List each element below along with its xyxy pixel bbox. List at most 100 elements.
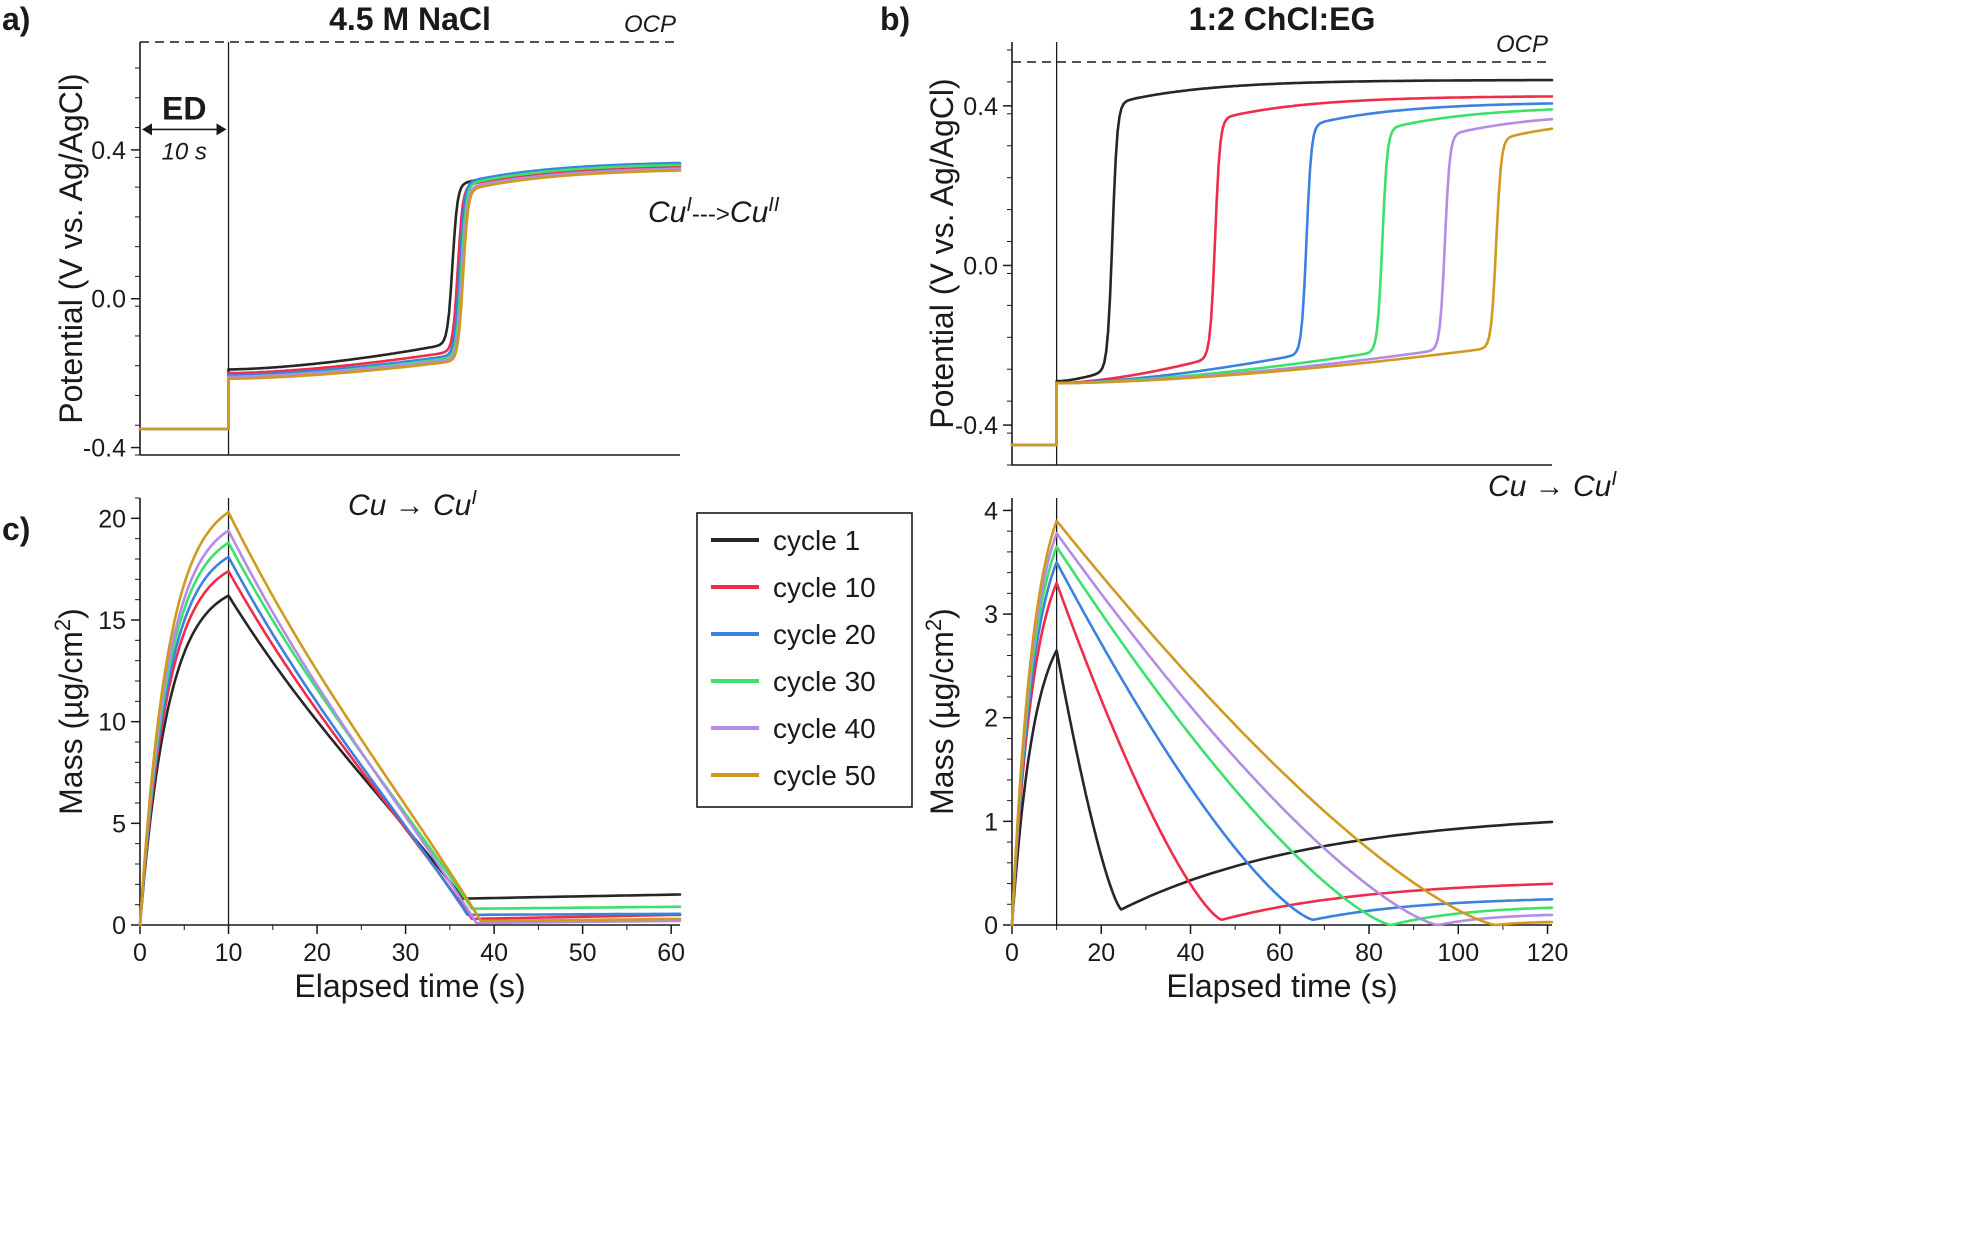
legend-item: cycle 30 [711, 666, 876, 697]
y-tick-label: 2 [984, 705, 998, 733]
y-axis-title: Mass (µg/cm2) [921, 608, 961, 815]
series-line-cycle-40 [1010, 117, 1554, 447]
x-tick-label: 0 [133, 939, 147, 967]
x-tick-label: 20 [1087, 939, 1115, 967]
ed-label: ED [162, 90, 206, 126]
y-axis-title: Mass (µg/cm2) [50, 608, 90, 815]
x-tick-label: 40 [480, 939, 508, 967]
series-line-cycle-1 [138, 163, 682, 431]
oxidation-annotation-b-sup: II [768, 194, 780, 216]
y-axis-title-text: Mass (µg/cm [53, 631, 89, 815]
series-line-cycle-1 [138, 594, 682, 927]
series-line-cycle-50 [1010, 127, 1554, 447]
series-line-cycle-10 [1010, 581, 1554, 927]
legend-label: cycle 1 [773, 525, 860, 556]
series-line-cycle-50 [1010, 519, 1554, 927]
x-tick-label: 30 [392, 939, 420, 967]
oxidation-annotation-a: Cu [648, 196, 687, 229]
legend-label: cycle 50 [773, 760, 876, 791]
series-line-cycle-1 [1010, 78, 1554, 447]
series-line-cycle-20 [1010, 561, 1554, 927]
legend-item: cycle 20 [711, 619, 876, 650]
ocp-label: OCP [1496, 31, 1548, 58]
series-line-cycle-20 [138, 555, 682, 927]
plateau-annotation-sup: I [471, 487, 477, 509]
series-line-cycle-50 [138, 510, 682, 927]
ed-arrow-head-right [216, 123, 227, 136]
series-line-cycle-30 [1010, 545, 1554, 927]
series-line-cycle-40 [138, 167, 682, 431]
y-tick-label: 0.4 [963, 93, 998, 121]
panel-label: c) [2, 511, 30, 547]
panel-label: b) [880, 1, 910, 37]
ocp-label: OCP [624, 11, 676, 38]
y-tick-label: 0.0 [963, 252, 998, 280]
y-tick-label: 3 [984, 601, 998, 629]
legend-label: cycle 30 [773, 666, 876, 697]
oxidation-annotation: CuI--->CuII [648, 194, 780, 229]
legend-label: cycle 40 [773, 713, 876, 744]
y-tick-label: 0.0 [91, 286, 126, 314]
panel-c: c) 0 5 10 15 20 0 10 20 30 40 50 60 Elapsed time (s) M… [2, 497, 685, 1004]
plateau-annotation-sup: I [1611, 468, 1617, 490]
x-tick-label: 60 [1266, 939, 1294, 967]
y-axis-title-sup: 2 [921, 619, 946, 631]
x-tick-label: 120 [1527, 939, 1569, 967]
legend-item: cycle 10 [711, 572, 876, 603]
series-line-cycle-20 [1010, 102, 1554, 447]
plateau-annotation-text: Cu → Cu [348, 489, 472, 522]
series-line-cycle-30 [138, 163, 682, 431]
legend-item: cycle 1 [711, 525, 860, 556]
y-tick-label: 0.4 [91, 137, 126, 165]
legend: cycle 1 cycle 10 cycle 20 cycle 30 cycle 40 c… [696, 512, 913, 808]
x-tick-label: 80 [1355, 939, 1383, 967]
series-line-cycle-20 [138, 161, 682, 431]
plateau-annotation: Cu → CuI [1488, 468, 1617, 503]
series-line-cycle-30 [138, 541, 682, 927]
y-tick-label: 20 [98, 505, 126, 533]
y-axis-title-end: ) [53, 608, 89, 619]
y-axis-title-text: Potential (V vs. Ag/AgCl) [924, 78, 960, 428]
x-tick-label: 20 [303, 939, 331, 967]
series-line-cycle-40 [1010, 531, 1554, 927]
x-tick-label: 0 [1005, 939, 1019, 967]
y-axis-title-sup: 2 [50, 619, 75, 631]
y-tick-label: -0.4 [83, 435, 126, 463]
series-line-cycle-50 [138, 169, 682, 431]
x-tick-label: 10 [215, 939, 243, 967]
plateau-annotation: Cu → CuI [348, 487, 477, 522]
x-tick-label: 60 [657, 939, 685, 967]
y-tick-label: 1 [984, 808, 998, 836]
y-tick-label: 15 [98, 607, 126, 635]
y-tick-label: 0 [112, 912, 126, 940]
panel-label: a) [2, 1, 30, 37]
x-tick-label: 50 [569, 939, 597, 967]
x-axis-title: Elapsed time (s) [294, 968, 525, 1004]
x-axis-title: Elapsed time (s) [1166, 968, 1397, 1004]
y-tick-label: -0.4 [955, 412, 998, 440]
series-line-cycle-40 [138, 529, 682, 927]
y-axis-title-end: ) [924, 608, 960, 619]
ed-arrow-head-left [142, 123, 152, 136]
legend-item: cycle 40 [711, 713, 876, 744]
y-tick-label: 0 [984, 912, 998, 940]
y-tick-label: 4 [984, 497, 998, 525]
legend-label: cycle 10 [773, 572, 876, 603]
series-line-cycle-10 [1010, 95, 1554, 447]
legend-box [696, 512, 913, 808]
plateau-annotation-text: Cu → Cu [1488, 470, 1612, 503]
y-axis-title: Potential (V vs. Ag/AgCl) [924, 78, 960, 428]
x-tick-label: 40 [1177, 939, 1205, 967]
oxidation-annotation-arrow: ---> [692, 201, 730, 228]
y-axis-title-text: Potential (V vs. Ag/AgCl) [53, 73, 89, 423]
y-axis-title: Potential (V vs. Ag/AgCl) [53, 73, 89, 423]
series-line-cycle-30 [1010, 108, 1554, 447]
x-tick-label: 100 [1437, 939, 1479, 967]
chart-title: 1:2 ChCl:EG [1189, 1, 1376, 37]
oxidation-annotation-b: Cu [730, 196, 769, 229]
legend-item: cycle 50 [711, 760, 876, 791]
